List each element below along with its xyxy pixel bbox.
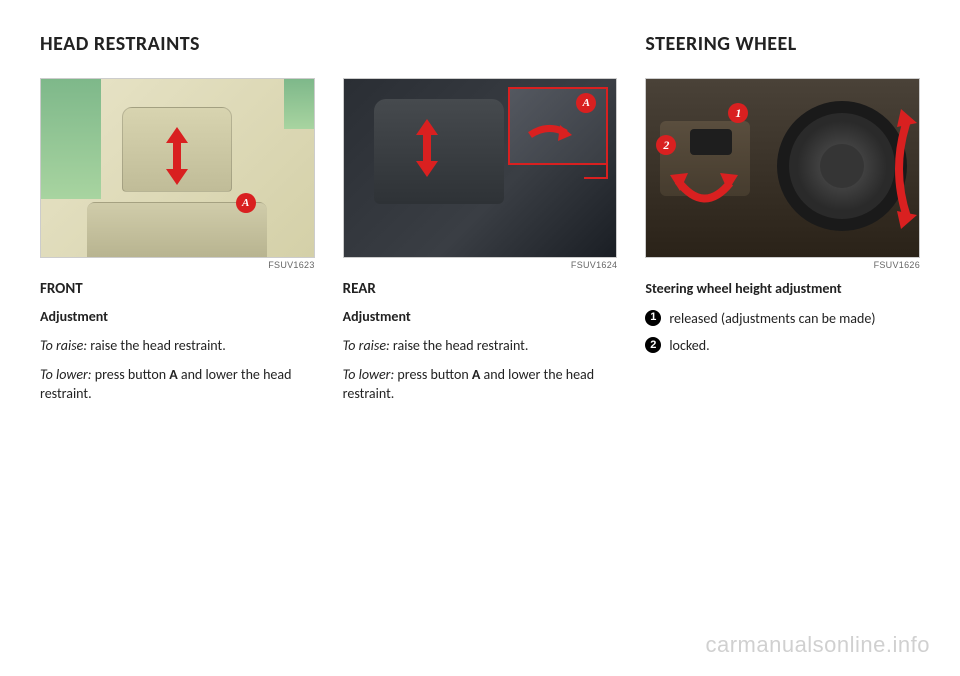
raise-prefix: To raise: (343, 337, 390, 354)
text-lower: To lower: press button A and lower the h… (343, 366, 618, 404)
label-adjustment: Adjustment (40, 308, 315, 327)
lower-text-a: press button (92, 366, 170, 383)
figure-rear-headrest: A (343, 78, 618, 258)
heading-steering-wheel: STEERING WHEEL (645, 32, 920, 56)
bullet-text-1: released (adjustments can be made) (669, 309, 875, 329)
bullet-text-2: locked. (669, 336, 709, 356)
column-steering-wheel: STEERING WHEEL 1 2 FSUV1626 Steering whe… (645, 32, 920, 414)
arrow-up-down-icon (162, 127, 192, 185)
subhead-steering-adjust: Steering wheel height adjustment (645, 280, 920, 299)
raise-text: raise the head restraint. (87, 337, 226, 354)
raise-text: raise the head restraint. (390, 337, 529, 354)
column-front-restraints: HEAD RESTRAINTS A FSUV1623 FRONT Adjustm… (40, 32, 315, 414)
lower-prefix: To lower: (343, 366, 395, 383)
curved-arrow-icon (528, 119, 572, 151)
text-lower: To lower: press button A and lower the h… (40, 366, 315, 404)
adjustment-lever (690, 129, 732, 155)
steering-hub (820, 144, 864, 188)
window-right (284, 79, 314, 129)
heading-head-restraints: HEAD RESTRAINTS (40, 32, 315, 56)
subhead-rear: REAR (343, 280, 618, 298)
callout-badge-a: A (236, 193, 256, 213)
raise-prefix: To raise: (40, 337, 87, 354)
lower-prefix: To lower: (40, 366, 92, 383)
heading-spacer (343, 32, 618, 56)
text-raise: To raise: raise the head restraint. (343, 337, 618, 356)
page-columns: HEAD RESTRAINTS A FSUV1623 FRONT Adjustm… (40, 32, 920, 414)
label-adjustment: Adjustment (343, 308, 618, 327)
text-raise: To raise: raise the head restraint. (40, 337, 315, 356)
rotate-arrow-icon (670, 171, 738, 219)
figure-ref: FSUV1626 (645, 260, 920, 270)
figure-ref: FSUV1624 (343, 260, 618, 270)
tilt-arrow-icon (887, 109, 917, 229)
list-item-locked: 2 locked. (645, 336, 920, 356)
figure-front-headrest: A (40, 78, 315, 258)
arrow-up-down-icon (412, 119, 442, 177)
window-left (41, 79, 101, 199)
watermark: carmanualsonline.info (705, 632, 930, 658)
lower-text-a: press button (394, 366, 472, 383)
figure-ref: FSUV1623 (40, 260, 315, 270)
bullet-number-2: 2 (645, 337, 661, 353)
column-rear-restraints: A FSUV1624 REAR Adjustment To raise: rai… (343, 32, 618, 414)
subhead-front: FRONT (40, 280, 315, 298)
list-item-released: 1 released (adjustments can be made) (645, 309, 920, 329)
lower-button-ref: A (169, 366, 177, 383)
figure-steering-wheel: 1 2 (645, 78, 920, 258)
bullet-number-1: 1 (645, 310, 661, 326)
